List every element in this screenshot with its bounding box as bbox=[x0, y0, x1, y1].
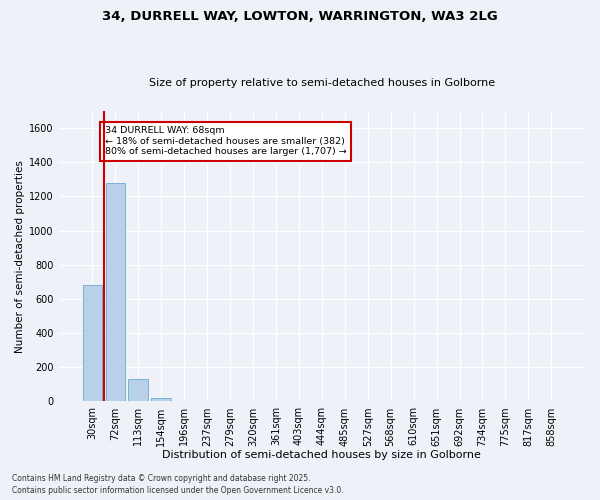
Text: 34 DURRELL WAY: 68sqm
← 18% of semi-detached houses are smaller (382)
80% of sem: 34 DURRELL WAY: 68sqm ← 18% of semi-deta… bbox=[105, 126, 347, 156]
Bar bbox=[106, 183, 125, 402]
X-axis label: Distribution of semi-detached houses by size in Golborne: Distribution of semi-detached houses by … bbox=[163, 450, 481, 460]
Bar bbox=[151, 398, 171, 402]
Y-axis label: Number of semi-detached properties: Number of semi-detached properties bbox=[15, 160, 25, 352]
Text: 34, DURRELL WAY, LOWTON, WARRINGTON, WA3 2LG: 34, DURRELL WAY, LOWTON, WARRINGTON, WA3… bbox=[102, 10, 498, 23]
Bar bbox=[128, 380, 148, 402]
Bar bbox=[83, 286, 102, 402]
Title: Size of property relative to semi-detached houses in Golborne: Size of property relative to semi-detach… bbox=[149, 78, 495, 88]
Text: Contains HM Land Registry data © Crown copyright and database right 2025.
Contai: Contains HM Land Registry data © Crown c… bbox=[12, 474, 344, 495]
